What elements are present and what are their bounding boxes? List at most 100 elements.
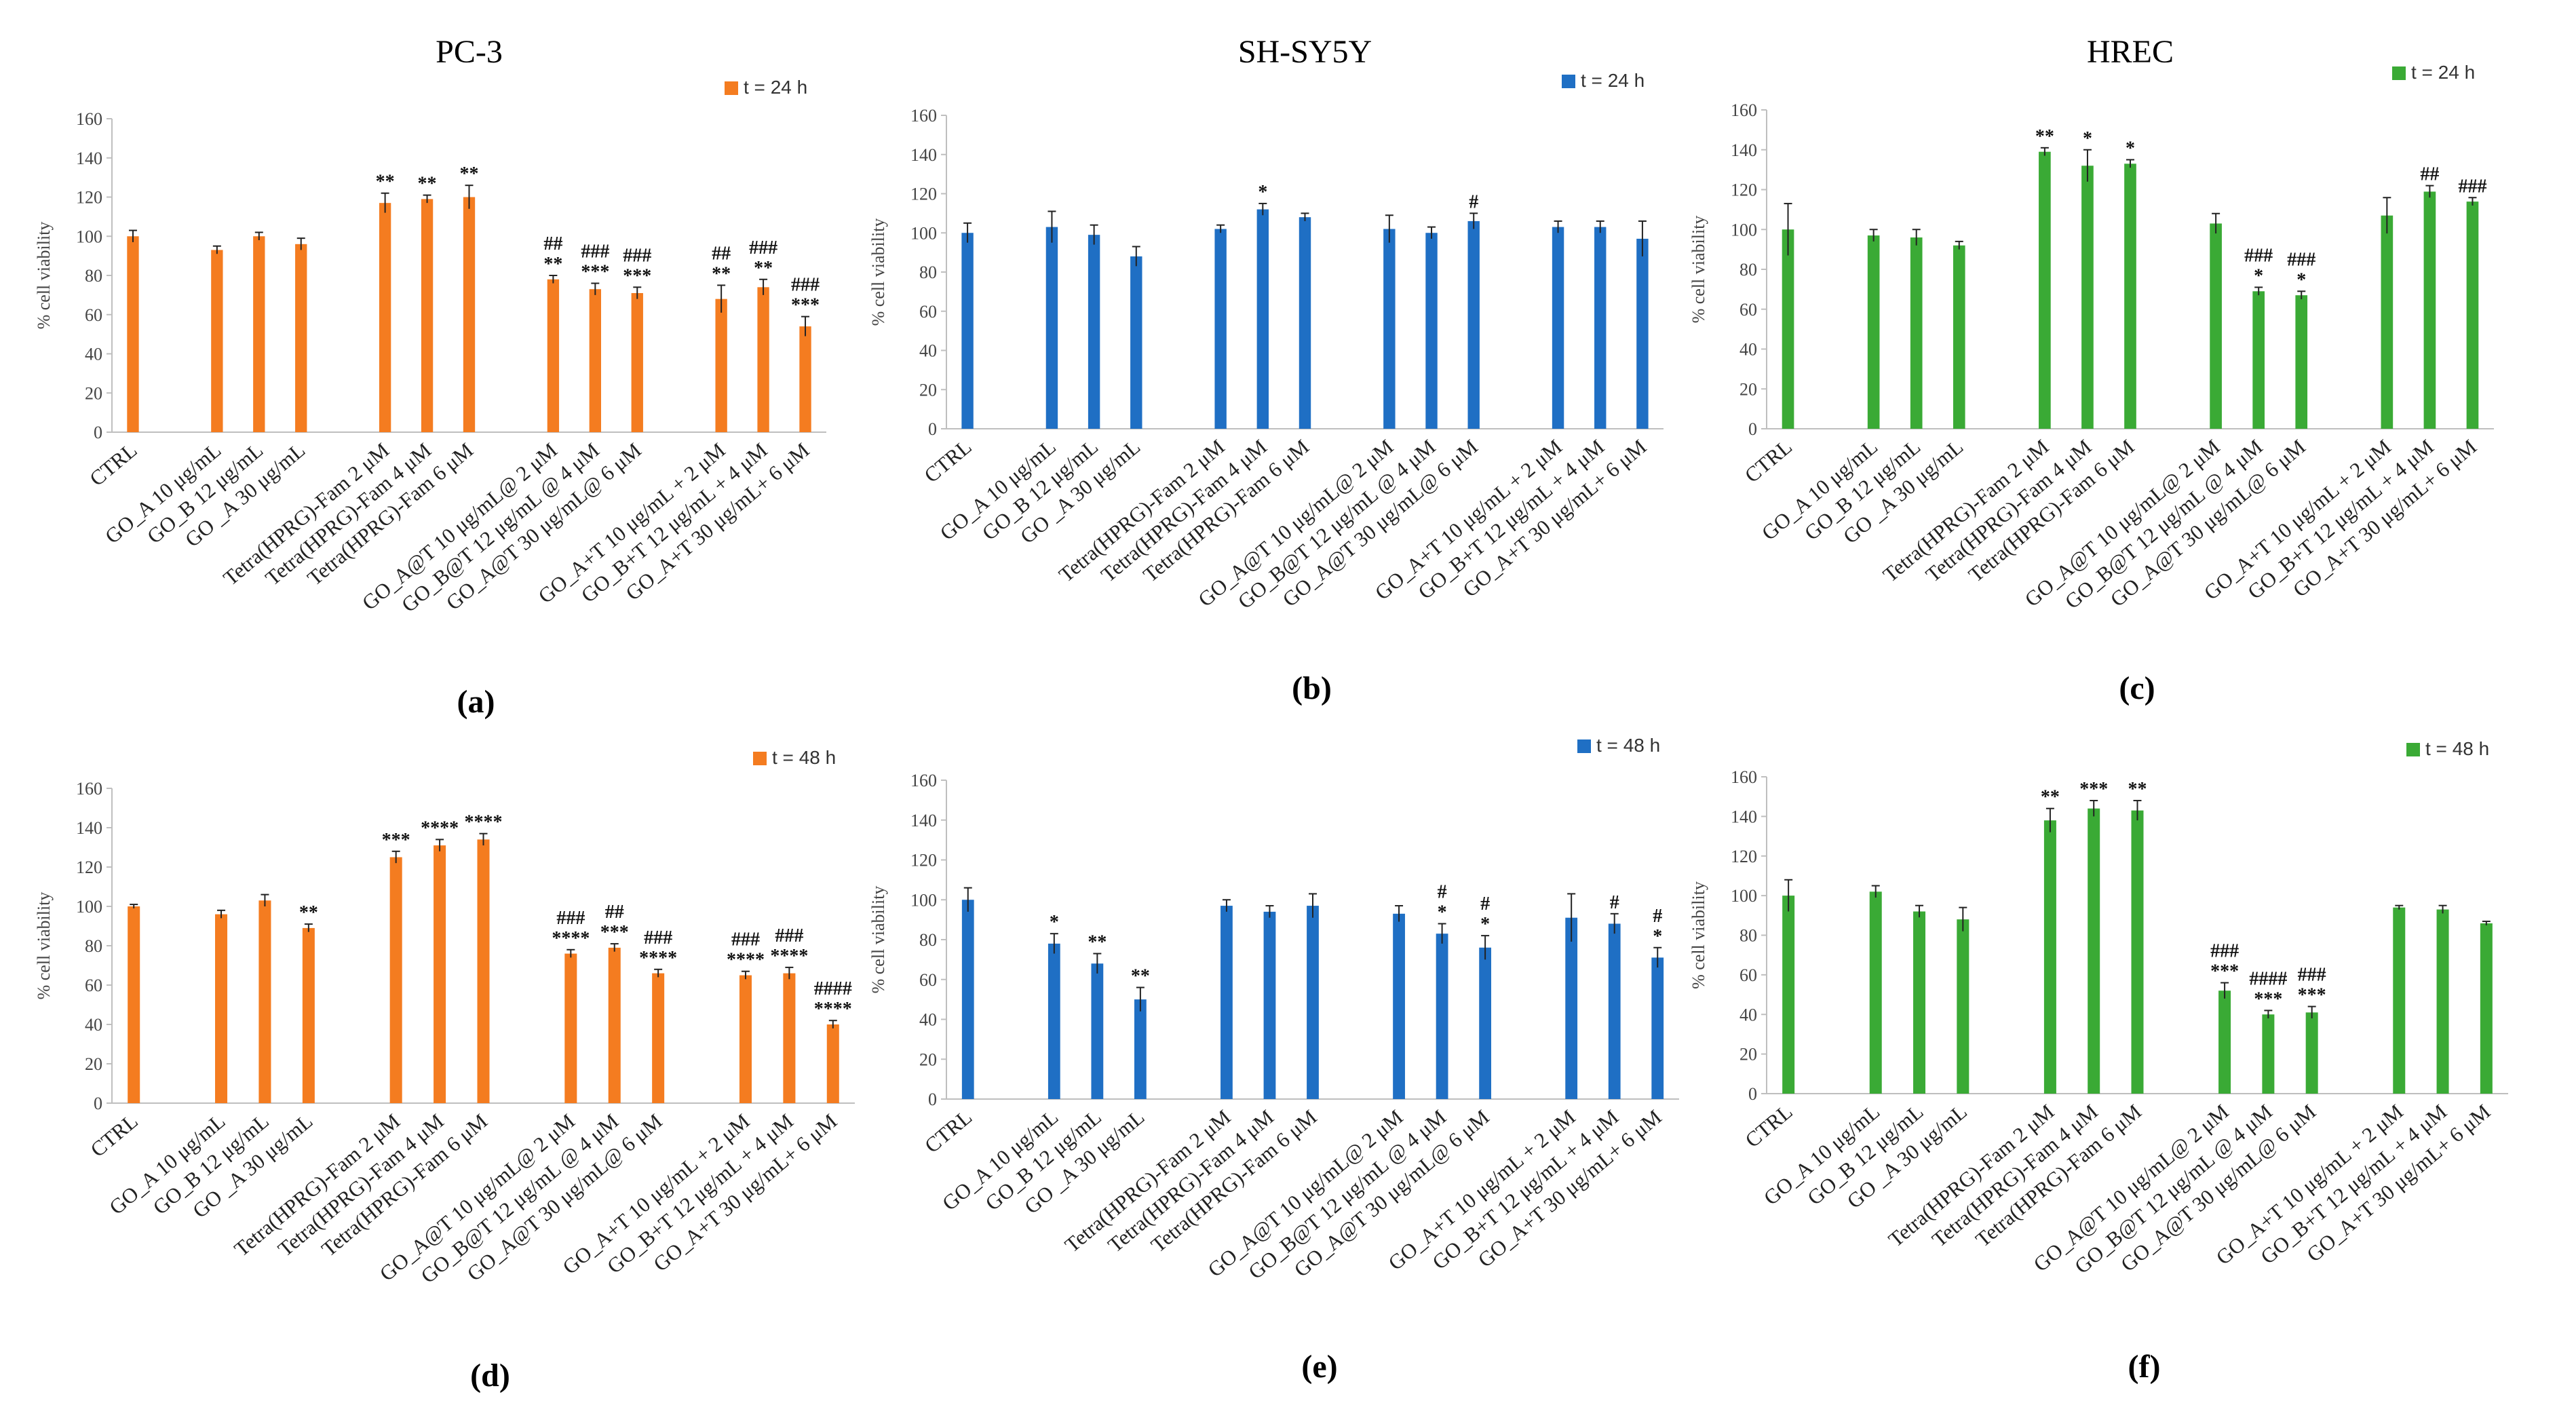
y-tick-label: 20 xyxy=(85,1054,102,1074)
y-tick-label: 100 xyxy=(1731,886,1757,906)
chart-panel-6: % cell viability 0 20 40 60 80 100 120 140 160 CTR… xyxy=(1689,738,2508,1385)
y-tick-label: 160 xyxy=(910,106,937,126)
bar xyxy=(463,197,476,432)
significance-label: ** xyxy=(2041,787,2060,808)
significance-label: ## xyxy=(2420,164,2439,185)
bar xyxy=(1636,238,1649,429)
y-tick-label: 140 xyxy=(1731,140,1757,160)
legend-label: t = 48 h xyxy=(772,747,836,768)
significance-label: ## xyxy=(543,233,562,254)
bar xyxy=(961,233,974,429)
y-tick-label: 120 xyxy=(1731,180,1757,200)
bar xyxy=(564,953,577,1103)
significance-label: *** xyxy=(600,922,629,943)
significance-label: ** xyxy=(754,258,773,279)
y-tick-label: 40 xyxy=(85,345,102,364)
subplot-label: (e) xyxy=(1301,1349,1337,1385)
chart-panel-4: % cell viability 0 20 40 60 80 100 120 140 160 CTR… xyxy=(34,747,855,1394)
bar xyxy=(2305,1012,2318,1094)
bar xyxy=(826,1024,839,1103)
y-tick-label: 160 xyxy=(76,779,102,799)
significance-label: * xyxy=(2296,269,2306,290)
significance-label: ** xyxy=(460,164,479,185)
y-tick-label: 40 xyxy=(919,341,937,361)
bar xyxy=(1045,227,1058,429)
bar xyxy=(2393,907,2406,1094)
y-tick-label: 40 xyxy=(85,1015,102,1035)
bar xyxy=(1299,217,1311,429)
y-tick-label: 20 xyxy=(85,383,102,403)
legend-swatch xyxy=(1577,739,1591,753)
y-axis-label: % cell viability xyxy=(34,222,54,330)
bar xyxy=(2295,295,2308,429)
y-tick-label: 80 xyxy=(919,930,937,950)
bar xyxy=(1565,917,1578,1099)
significance-label: **** xyxy=(727,950,765,971)
subplot-label: (f) xyxy=(2128,1349,2161,1385)
chart-title: PC-3 xyxy=(436,34,503,70)
significance-label: * xyxy=(1438,902,1447,923)
significance-label: ** xyxy=(418,174,437,195)
bar xyxy=(2480,923,2493,1094)
significance-label: * xyxy=(1653,926,1662,947)
x-tick-label: CTRL xyxy=(919,435,976,488)
y-tick-label: 100 xyxy=(1731,220,1757,239)
bar xyxy=(379,203,391,432)
bar xyxy=(1867,235,1880,429)
x-tick-label: CTRL xyxy=(86,1109,142,1162)
significance-label: ### xyxy=(2244,245,2273,266)
bar xyxy=(2381,215,2394,429)
y-tick-label: 140 xyxy=(76,818,102,838)
bar xyxy=(295,244,307,432)
significance-label: ### xyxy=(644,927,672,948)
y-tick-label: 80 xyxy=(85,936,102,956)
legend-swatch xyxy=(2406,743,2420,756)
bar xyxy=(2210,223,2222,429)
significance-label: ### xyxy=(2210,941,2239,962)
bar xyxy=(2218,991,2231,1094)
y-tick-label: 160 xyxy=(76,109,102,129)
bar xyxy=(2262,1014,2275,1094)
legend-swatch xyxy=(753,752,767,765)
significance-label: # xyxy=(1480,893,1490,915)
subplot-label: (d) xyxy=(470,1358,510,1394)
legend-label: t = 48 h xyxy=(2425,738,2489,759)
bar xyxy=(1047,943,1060,1099)
bar xyxy=(2423,191,2436,429)
bar xyxy=(2081,166,2094,429)
x-tick-label: CTRL xyxy=(85,438,141,491)
significance-label: #### xyxy=(814,978,852,999)
significance-label: *** xyxy=(2210,961,2239,982)
y-tick-label: 20 xyxy=(1739,1045,1757,1064)
y-tick-label: 80 xyxy=(1739,926,1757,946)
bar xyxy=(589,289,601,432)
x-tick-label: CTRL xyxy=(1740,435,1796,488)
significance-label: # xyxy=(1653,906,1662,927)
bar xyxy=(1782,896,1795,1094)
bar xyxy=(215,914,228,1103)
bar xyxy=(2039,151,2051,429)
bar xyxy=(608,947,621,1103)
y-axis-label: % cell viability xyxy=(1689,881,1708,989)
significance-label: ** xyxy=(712,263,731,284)
significance-label: *** xyxy=(382,830,410,851)
y-tick-label: 80 xyxy=(1739,260,1757,280)
bar xyxy=(783,973,796,1103)
y-tick-label: 100 xyxy=(910,890,937,910)
significance-label: # xyxy=(1610,892,1619,913)
significance-label: *** xyxy=(2079,779,2108,800)
bar xyxy=(1436,934,1448,1099)
bar xyxy=(389,857,402,1103)
chart-title: HREC xyxy=(2087,34,2174,70)
legend-label: t = 48 h xyxy=(1596,735,1660,756)
significance-label: * xyxy=(2126,138,2135,159)
significance-label: * xyxy=(2083,128,2092,149)
significance-label: ## xyxy=(605,902,624,923)
bar xyxy=(1953,245,1965,429)
legend-label: t = 24 h xyxy=(1581,70,1645,91)
y-tick-label: 20 xyxy=(1739,379,1757,399)
bar xyxy=(1913,911,1926,1094)
y-axis-label: % cell viability xyxy=(868,218,888,326)
bar xyxy=(799,326,811,432)
bar xyxy=(631,292,643,432)
